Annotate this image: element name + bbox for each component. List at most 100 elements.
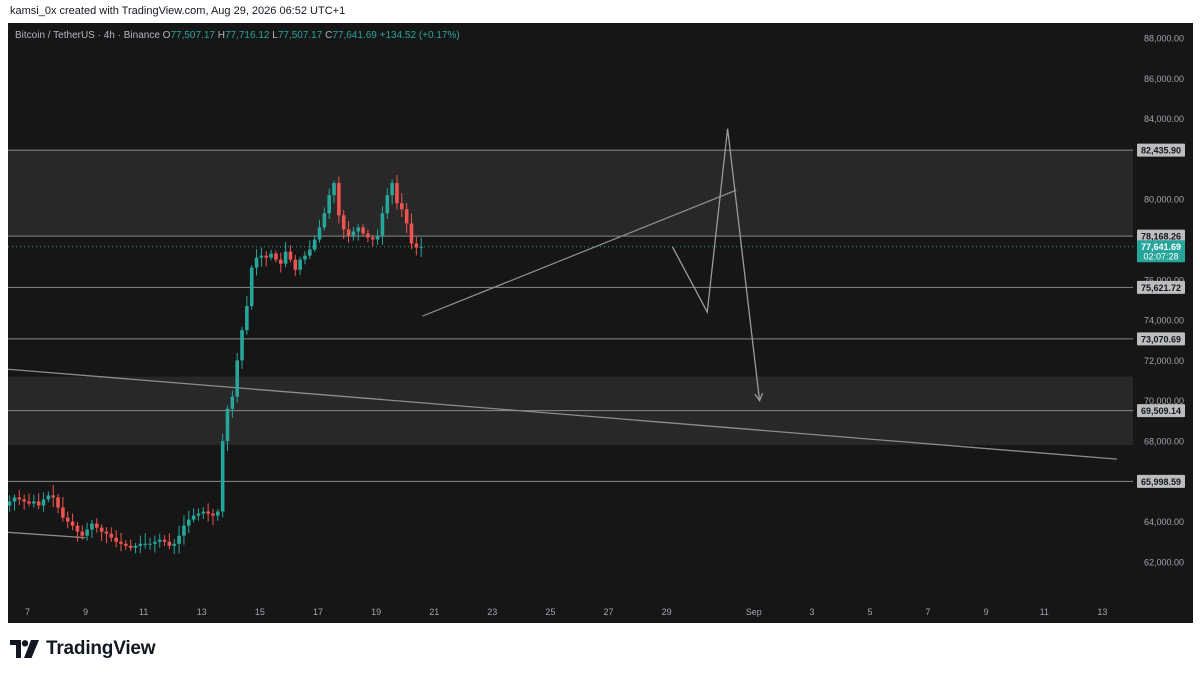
candle-body [124, 543, 128, 546]
candle-body [133, 545, 138, 548]
candle-body [186, 519, 191, 526]
zone-0 [8, 150, 1133, 237]
candle-body [404, 209, 409, 224]
candle-body [308, 249, 312, 256]
candle [327, 188, 331, 219]
candle-body [414, 243, 419, 248]
candle [153, 535, 157, 553]
x-tick-label: 3 [809, 607, 814, 617]
candle-body [235, 360, 239, 397]
candle-body [361, 227, 365, 234]
candle-body [90, 523, 94, 530]
candle [283, 242, 288, 268]
candle-body [356, 227, 361, 232]
x-tick-label: Sep [746, 607, 762, 617]
candle-body [99, 527, 104, 532]
candle-body [249, 267, 254, 306]
candle-body [196, 513, 201, 516]
candle [128, 539, 133, 551]
candle [22, 494, 26, 510]
candle [288, 244, 293, 263]
candle [249, 265, 254, 310]
trendline-0 [8, 531, 86, 539]
candle [337, 176, 341, 224]
chart-panel[interactable]: 88,000.00 86,000.00 84,000.00 80,000.00 76,0… [8, 23, 1193, 623]
candle-body [206, 511, 210, 514]
x-tick-label: 15 [255, 607, 265, 617]
candle [264, 251, 269, 267]
symbol-name: Bitcoin / TetherUS · 4h · Binance [15, 30, 160, 41]
candle [201, 507, 206, 519]
candle-body [36, 501, 41, 506]
level-tag-1: 78,168.26 [1141, 232, 1181, 242]
level-tag-bg-5 [1137, 474, 1185, 488]
candle [269, 249, 273, 261]
candle [119, 532, 123, 552]
candle-body [46, 495, 51, 500]
y-tick-label: 62,000.00 [1144, 557, 1184, 567]
level-tag-bg-2 [1137, 280, 1185, 294]
x-tick-label: 7 [25, 607, 30, 617]
candle-body [138, 543, 143, 546]
low-label: L [272, 30, 278, 41]
candle-body [216, 511, 220, 516]
candle [293, 254, 298, 276]
candle [196, 508, 201, 521]
current-price-tag: 77,641.69 [1141, 242, 1181, 252]
tradingview-logo-text: TradingView [46, 638, 156, 659]
candle [32, 494, 36, 508]
candle-body [80, 531, 85, 536]
candle-body [65, 517, 70, 522]
candle-body [264, 255, 269, 258]
x-tick-label: 7 [926, 607, 931, 617]
level-tag-0: 82,435.90 [1141, 146, 1181, 156]
y-tick-label: 68,000.00 [1144, 437, 1184, 447]
y-tick-label: 74,000.00 [1144, 316, 1184, 326]
candle [70, 513, 75, 531]
candle-body [230, 396, 235, 409]
candle-body [148, 543, 152, 545]
candle [65, 511, 70, 529]
candle [341, 210, 346, 239]
candle [143, 533, 147, 549]
candle [36, 493, 41, 510]
close-value: 77,641.69 [332, 30, 377, 41]
price-chart[interactable]: 88,000.00 86,000.00 84,000.00 80,000.00 76,0… [8, 23, 1193, 623]
candle-body [12, 497, 17, 502]
y-tick-label: 86,000.00 [1144, 74, 1184, 84]
candle [177, 526, 181, 554]
candle [94, 518, 99, 533]
candle [308, 240, 312, 260]
x-tick-label: 19 [371, 607, 381, 617]
x-tick-label: 5 [867, 607, 872, 617]
candle-body [419, 246, 423, 248]
low-value: 77,507.17 [277, 30, 323, 41]
candle [317, 219, 322, 243]
symbol-legend: Bitcoin / TetherUS · 4h · Binance O77,50… [15, 30, 460, 41]
candle [419, 237, 423, 257]
candle [41, 492, 46, 512]
levels-layer [8, 149, 1133, 482]
y-tick-label: 70,000.00 [1144, 396, 1184, 406]
candle [303, 251, 307, 265]
level-tag-4: 69,509.14 [1141, 406, 1181, 416]
candle-body [114, 537, 118, 542]
candle [133, 542, 138, 554]
candle-body [119, 541, 123, 544]
chart-attribution: kamsi_0x created with TradingView.com, A… [10, 5, 346, 17]
projection-arrowhead [754, 393, 764, 403]
candle-body [211, 513, 215, 516]
candle [75, 521, 80, 542]
countdown-tag: 02:07:28 [1143, 252, 1178, 262]
candle-body [201, 511, 206, 514]
candle-body [240, 330, 244, 361]
candle [312, 235, 317, 252]
candle-body [332, 183, 336, 196]
candle-body [104, 531, 109, 534]
candle-body [220, 441, 225, 512]
candle-body [56, 497, 60, 508]
tradingview-logo[interactable]: TradingView [10, 638, 156, 660]
close-label: C [325, 30, 333, 41]
candle-body [274, 253, 278, 260]
projection-path [671, 128, 761, 401]
